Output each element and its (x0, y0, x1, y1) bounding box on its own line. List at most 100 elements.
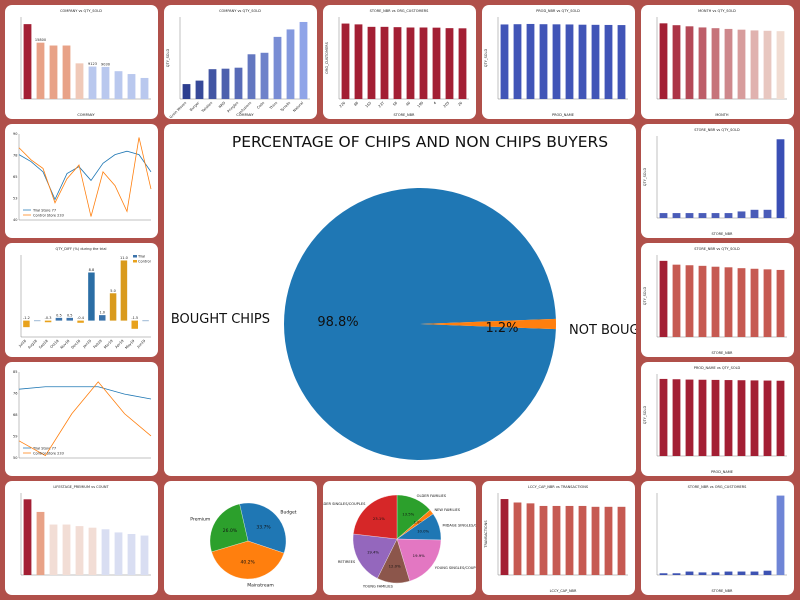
bar (659, 23, 668, 99)
bar (234, 67, 243, 99)
tile-chips-buyers: PERCENTAGE OF CHIPS AND NON CHIPS BUYERS… (164, 124, 636, 476)
chart-premium-pie: 33.7% Budget 40.2% Mainstream 26.0% Premium (190, 502, 297, 588)
bar (114, 532, 123, 575)
bar (591, 506, 600, 575)
bar (672, 213, 681, 218)
pie-percent-label: 40.2% (240, 559, 255, 565)
bar (458, 28, 467, 99)
chart-month-qty-sold: MONTH vs QTY_SOLD MONTH (656, 9, 787, 117)
x-axis-label: STORE_NBR (712, 232, 734, 236)
tile-store-nbr-cust: STORE_NBR vs ORG_CUSTOMERS 226 88 165 237 58 4… (323, 5, 476, 119)
x-tick-label: 226 (339, 101, 347, 109)
y-tick-label: 68 (13, 413, 17, 417)
x-tick-label: Nov18 (60, 339, 71, 350)
pie-slice (209, 503, 249, 553)
bar (131, 320, 138, 329)
bar (617, 506, 626, 575)
y-axis-label: QTY_SOLD (643, 167, 647, 186)
bar (500, 24, 509, 100)
bar (299, 21, 308, 99)
bar (393, 27, 402, 99)
series-line (18, 386, 152, 400)
bar (750, 571, 759, 575)
x-tick-label: May19 (124, 339, 135, 350)
bar (247, 54, 256, 99)
series-line (18, 381, 152, 457)
bar (140, 77, 149, 99)
chart-lcc-trans: LCCY_CAP_NBR vs TRANSACTIONS LCCY_CAP_NBR… (484, 485, 628, 593)
pie-percent-label: 13.5% (402, 511, 414, 516)
pie-percent-label: 1.2% (485, 321, 518, 336)
chart-store-nbr-cust: STORE_NBR vs ORG_CUSTOMERS 226 88 165 237 58 4… (325, 9, 469, 117)
tile-trial-control-1: Trial Store 77 Control Store 233 40 53 65 78 9… (5, 124, 158, 238)
x-tick-label: Apr19 (114, 339, 124, 349)
bar (698, 379, 707, 456)
pie-percent-label: 33.7% (256, 525, 271, 531)
bar (23, 499, 32, 575)
legend-swatch (133, 260, 137, 263)
x-axis-label: STORE_NBR (712, 589, 734, 593)
x-axis-label: COMPANY (77, 113, 95, 117)
bar (737, 380, 746, 456)
x-axis-label: MONTH (715, 113, 729, 117)
chart-prod-nbr-qty: PROD_NBR vs QTY_SOLD PROD_NAME QTY_SOLD (484, 9, 628, 117)
bar (698, 265, 707, 337)
bar (66, 317, 73, 321)
bar (406, 27, 415, 99)
x-tick-label: Thins (268, 101, 278, 111)
bar (552, 24, 561, 99)
x-tick-label: 165 (365, 101, 373, 109)
bar-data-label: 15800 (35, 38, 46, 42)
x-tick-label: Feb19 (93, 339, 103, 349)
legend-label: Trial (137, 254, 145, 258)
tile-lcc-trans: LCCY_CAP_NBR vs TRANSACTIONS LCCY_CAP_NBR… (482, 481, 635, 595)
x-tick-label: Mar19 (103, 339, 114, 350)
bar (260, 52, 269, 99)
bar (526, 503, 535, 575)
chart-title: PROD_NAME vs QTY_SOLD (694, 366, 741, 370)
bar (724, 28, 733, 99)
pie-percent-label: 23.1% (373, 516, 385, 521)
bar (44, 320, 52, 323)
x-tick-label: Oct18 (49, 339, 59, 349)
bar (88, 66, 97, 99)
bar (75, 63, 84, 99)
tile-lifestage-premium: LIFESTAGE_PREMIUM vs COUNT (5, 481, 158, 595)
y-tick-label: 78 (13, 154, 17, 158)
bar (776, 495, 785, 575)
bar (685, 265, 694, 337)
legend-label: Control (138, 259, 151, 263)
tile-store-qty-sold-a: STORE_NBR vs QTY_SOLD STORE_NBR QTY_SOLD (641, 124, 794, 238)
bar-data-label: 8.8 (89, 268, 95, 272)
bar (750, 380, 759, 456)
chart-chips-buyers: PERCENTAGE OF CHIPS AND NON CHIPS BUYERS… (171, 133, 636, 460)
pie-slice-not-bought-chips (420, 318, 556, 330)
pie-percent-label: 26.0% (223, 528, 238, 534)
y-axis-label: TRANSACTIONS (484, 520, 488, 549)
bar (354, 24, 363, 100)
bar (55, 317, 63, 321)
x-tick-label: 58 (392, 101, 398, 107)
pie-percent-label: 10.0% (417, 528, 429, 533)
pie-category-label: NEW FAMILIES (434, 508, 460, 512)
y-tick-label: 50 (13, 456, 17, 460)
bar (445, 28, 454, 99)
bar (685, 26, 694, 99)
bar (711, 572, 720, 575)
x-tick-label: 40 (405, 101, 411, 107)
pie-slice (396, 538, 442, 582)
pie-percent-label: 98.8% (317, 315, 358, 330)
bar (750, 209, 759, 218)
bar (604, 24, 613, 99)
legend-label: Control Store 233 (33, 452, 64, 456)
bar (672, 25, 681, 100)
tile-qty-diff-trial: QTY_DIFF (%) during the trial Jul18 -1.2 Au… (5, 243, 158, 357)
bar (526, 23, 535, 100)
x-axis-label: PROD_NAME (711, 470, 733, 474)
bar (286, 29, 295, 100)
bar (88, 272, 95, 321)
x-tick-label: Jan19 (82, 339, 93, 350)
tile-prod-name-qty: PROD_NAME vs QTY_SOLD PROD_NAME QTY_SOLD (641, 362, 794, 476)
y-axis-label: QTY_SOLD (643, 286, 647, 305)
chart-lifestage-premium: LIFESTAGE_PREMIUM vs COUNT (20, 485, 151, 576)
